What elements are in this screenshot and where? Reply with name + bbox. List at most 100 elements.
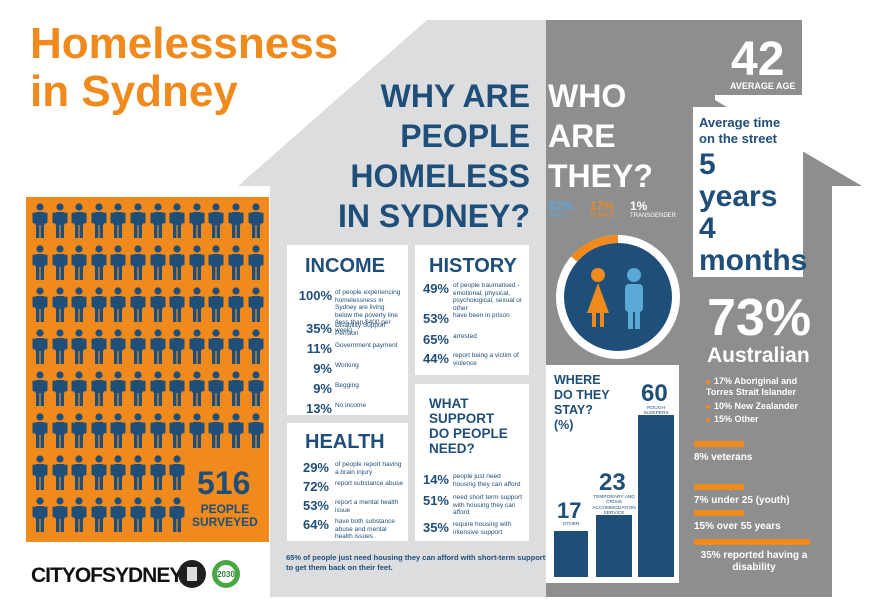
who-line-1: WHO (548, 78, 627, 114)
person-icon (32, 497, 48, 532)
person-icon (189, 245, 205, 280)
history-row-text: have been in prison (453, 312, 510, 319)
who-line-3: THEY? (548, 158, 653, 194)
stay-bar-label: OTHER (562, 521, 580, 527)
person-icon (32, 287, 48, 322)
person-icon (91, 329, 107, 364)
person-icon (150, 287, 166, 322)
person-icon (110, 497, 126, 532)
gender-female: 17% FEMALE (590, 199, 614, 219)
stay-bar-value: 60 (641, 379, 668, 407)
person-icon (150, 203, 166, 238)
person-icon (189, 287, 205, 322)
person-icon (52, 413, 68, 448)
person-icon (71, 455, 87, 490)
support-heading-line-2: SUPPORT (429, 411, 495, 426)
person-icon (150, 371, 166, 406)
group-bar (694, 484, 744, 490)
person-icon (52, 203, 68, 238)
bullet-dot-icon (706, 404, 710, 409)
page-title: Homelessness in Sydney (30, 20, 338, 116)
stay-bar-label: ROUGH SLEEPERS (643, 405, 669, 417)
surveyed-number: 516 (197, 465, 251, 501)
person-icon (169, 203, 185, 238)
person-icon (228, 371, 244, 406)
income-row-text: Begging (335, 382, 359, 389)
health-row-pct: 53% (302, 498, 329, 513)
person-icon (32, 329, 48, 364)
months-word: months (699, 244, 808, 277)
person-icon (189, 329, 205, 364)
person-icon (130, 497, 146, 532)
why-line-2: PEOPLE (400, 118, 530, 154)
male-label: MALE (549, 213, 566, 219)
person-icon (248, 203, 264, 238)
surveyed-label: PEOPLE SURVEYED (192, 503, 258, 529)
person-icon (208, 245, 224, 280)
person-icon (248, 329, 264, 364)
income-row-pct: 9% (313, 361, 332, 376)
where-stay-title: WHERE DO THEY STAY? (%) (554, 373, 624, 433)
stay-bar-value: 17 (557, 497, 582, 523)
person-icon (110, 203, 126, 238)
history-row-pct: 65% (422, 332, 449, 347)
why-line-3: HOMELESS (350, 158, 530, 194)
health-row-pct: 29% (302, 460, 329, 475)
person-icon (110, 287, 126, 322)
male-figure-icon (625, 268, 643, 329)
person-icon (130, 371, 146, 406)
support-row-pct: 35% (422, 520, 449, 535)
sydney-2030-badge-icon: 2030 (212, 560, 240, 588)
income-row-text: Working (335, 362, 359, 369)
person-icon (71, 287, 87, 322)
stay-title-line-2: DO THEY (554, 388, 610, 402)
person-icon (150, 497, 166, 532)
history-row-pct: 44% (422, 351, 449, 366)
australian-item-3-text: 15% Other (714, 414, 759, 424)
stay-bar (554, 531, 588, 577)
person-icon (228, 287, 244, 322)
person-icon (248, 287, 264, 322)
person-icon (208, 329, 224, 364)
person-icon (110, 413, 126, 448)
stay-bar-value: 23 (599, 468, 626, 496)
person-icon (169, 413, 185, 448)
badge-text: 2030 (217, 570, 235, 579)
australian-word: Australian (707, 344, 810, 367)
group-label: 7% under 25 (youth) (694, 495, 790, 506)
stay-bar (596, 515, 632, 577)
person-icon (52, 287, 68, 322)
person-icon (71, 371, 87, 406)
income-row-pct: 35% (305, 321, 332, 336)
income-row-pct: 100% (298, 288, 332, 303)
person-icon (169, 497, 185, 532)
person-icon (71, 497, 87, 532)
support-heading-line-4: NEED? (429, 441, 475, 456)
health-row-text: report a mental health issue (335, 499, 399, 514)
person-icon (91, 413, 107, 448)
who-line-2: ARE (548, 118, 616, 154)
person-icon (32, 245, 48, 280)
person-icon (71, 245, 87, 280)
income-row-text: No income (335, 402, 367, 409)
why-heading: WHY ARE PEOPLE HOMELESS IN SYDNEY? (330, 76, 530, 236)
person-icon (52, 455, 68, 490)
person-icon (91, 245, 107, 280)
person-icon (150, 413, 166, 448)
person-icon (130, 287, 146, 322)
person-icon (189, 203, 205, 238)
income-row-pct: 13% (305, 401, 332, 416)
health-card: HEALTH 29% of people report having a brai… (287, 423, 408, 541)
average-age-label: AVERAGE AGE (730, 81, 796, 91)
support-row-text: need short term support with housing the… (453, 494, 523, 516)
where-stay-box: WHERE DO THEY STAY? (%) OTHER 17 TEMPORARY… (546, 365, 679, 583)
person-icon (150, 329, 166, 364)
person-icon (248, 371, 264, 406)
person-icon (52, 371, 68, 406)
trans-label: TRANSGENDER (630, 213, 677, 219)
person-icon (52, 497, 68, 532)
stay-bar-label: TEMPORARY AND CRISIS ACCOMMODATION SERVI… (592, 494, 636, 517)
gender-ring (556, 234, 680, 359)
person-icon (248, 245, 264, 280)
health-row-pct: 72% (302, 479, 329, 494)
